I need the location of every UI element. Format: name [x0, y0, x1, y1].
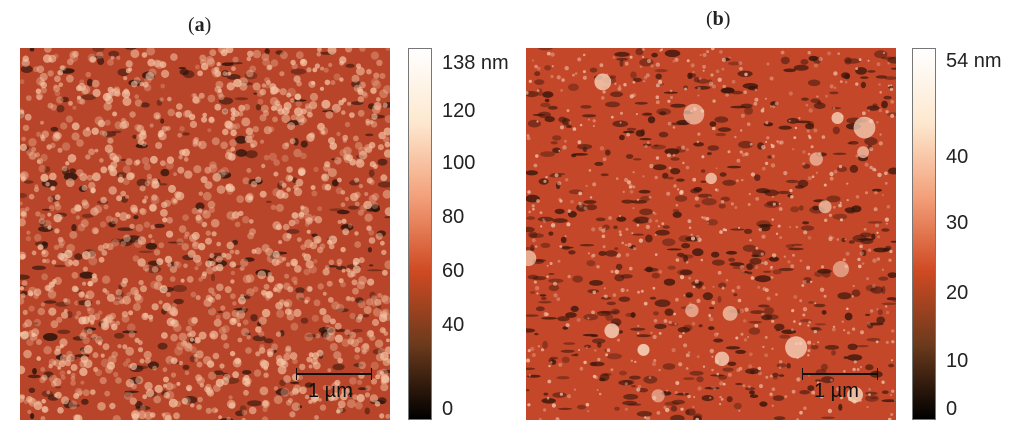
colorbar-b-tick-10: 10 [946, 350, 969, 372]
colorbar-b-tick-40: 40 [946, 146, 969, 168]
panel-label-a: (a) [188, 14, 212, 36]
afm-texture-a [20, 48, 390, 420]
colorbar-a-tick-60: 60 [442, 260, 465, 282]
panel-label-b: (b) [706, 8, 731, 30]
colorbar-b-top-label: 54 nm [946, 50, 1002, 72]
colorbar-a-tick-80: 80 [442, 206, 465, 228]
colorbar-a-tick-40: 40 [442, 314, 465, 336]
colorbar-a-tick-100: 100 [442, 152, 476, 174]
afm-image-a [20, 48, 390, 420]
afm-texture-b [526, 48, 896, 420]
colorbar-b-tick-30: 30 [946, 212, 969, 234]
afm-image-b [526, 48, 896, 420]
colorbar-a-tick-0: 0 [442, 398, 454, 420]
colorbar-a [408, 48, 432, 420]
colorbar-a-top-label: 138 nm [442, 52, 509, 74]
colorbar-b [912, 48, 936, 420]
colorbar-b-tick-0: 0 [946, 398, 958, 420]
scale-bar-b [802, 368, 878, 380]
scale-bar-a [296, 368, 372, 380]
scale-label-b: 1 µm [814, 380, 859, 402]
scale-label-a: 1 µm [308, 380, 353, 402]
colorbar-a-tick-120: 120 [442, 100, 476, 122]
colorbar-b-tick-20: 20 [946, 282, 969, 304]
